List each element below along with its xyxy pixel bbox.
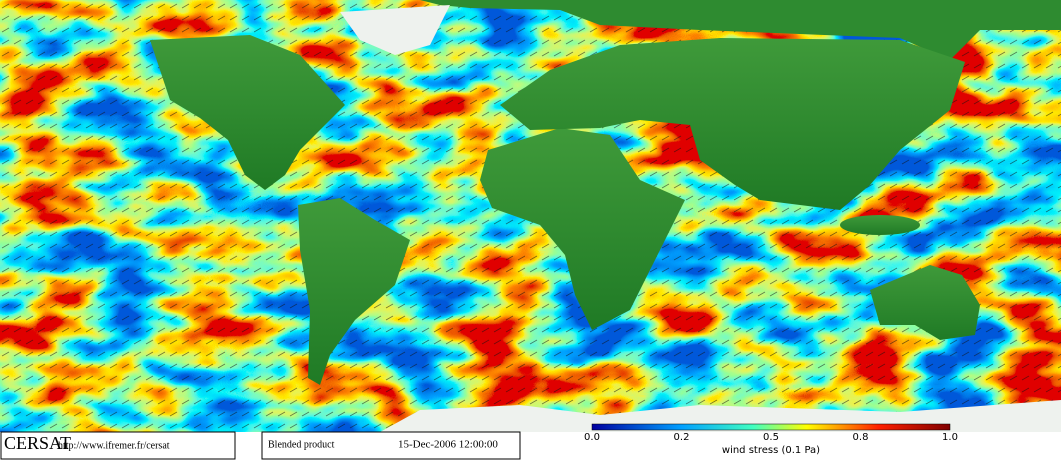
greenland: [340, 5, 450, 55]
australia: [870, 265, 980, 340]
colorbar-label: 0.2: [674, 432, 690, 443]
colorbar: [591, 423, 951, 431]
arctic-land: [0, 0, 1061, 60]
logo-box: [0, 431, 236, 460]
north-america: [150, 35, 345, 190]
continents: [0, 0, 1061, 385]
datetime: 15-Dec-2006 12:00:00: [398, 439, 498, 451]
url: http://www.ifremer.fr/cersat: [58, 440, 170, 451]
colorbar-title: wind stress (0.1 Pa): [722, 445, 820, 456]
colorbar-labels: 0.0 0.2 0.5 0.8 1.0: [584, 432, 958, 443]
south-america: [298, 198, 410, 385]
eurasia: [500, 38, 965, 210]
product-box: [261, 431, 521, 460]
colorbar-label: 0.8: [853, 432, 869, 443]
colorbar-label: 0.0: [584, 432, 600, 443]
africa: [480, 128, 685, 330]
logo: CERSAT: [4, 433, 71, 453]
product: Blended product: [268, 439, 335, 450]
colorbar-label: 0.5: [763, 432, 779, 443]
colorbar-label: 1.0: [942, 432, 958, 443]
indonesia: [840, 215, 920, 235]
